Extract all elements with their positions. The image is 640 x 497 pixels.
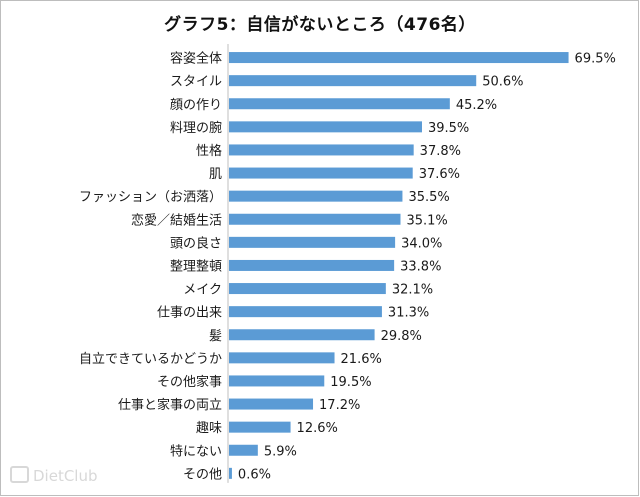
- category-label: 髪: [209, 329, 222, 344]
- bar: [229, 236, 396, 248]
- chart-title: グラフ5：自信がないところ（476名）: [164, 15, 476, 35]
- category-label: 性格: [196, 143, 222, 159]
- bar: [229, 375, 325, 387]
- category-label: 整理整頓: [170, 259, 222, 274]
- category-label: 特にない: [170, 444, 222, 459]
- bar: [229, 213, 401, 225]
- bar: [229, 52, 569, 64]
- bar: [229, 283, 386, 295]
- value-label: 19.5%: [330, 375, 371, 390]
- diet-club-logo-icon: [10, 466, 29, 483]
- value-label: 17.2%: [319, 398, 360, 413]
- value-label: 35.5%: [408, 190, 449, 205]
- category-label: 顔の作り: [170, 98, 222, 113]
- value-label: 69.5%: [575, 52, 616, 67]
- bar: [229, 190, 403, 202]
- category-label: 頭の良さ: [170, 235, 222, 251]
- value-label: 39.5%: [428, 121, 469, 136]
- value-label: 32.1%: [392, 283, 433, 298]
- category-label: 容姿全体: [170, 51, 222, 67]
- bar: [229, 421, 291, 433]
- value-label: 45.2%: [456, 98, 497, 113]
- category-label: ファッション（お洒落）: [79, 190, 222, 205]
- category-label: 仕事の出来: [157, 306, 222, 321]
- bar: [229, 352, 335, 364]
- bar: [229, 144, 414, 156]
- value-label: 21.6%: [341, 352, 382, 367]
- value-label: 35.1%: [406, 213, 447, 228]
- category-label: 自立できているかどうか: [79, 352, 222, 367]
- bar: [229, 98, 450, 110]
- category-label: その他: [183, 467, 222, 482]
- watermark: DietClub: [10, 466, 98, 485]
- category-label: 肌: [209, 167, 222, 182]
- bar: [229, 329, 375, 341]
- bar: [229, 306, 382, 318]
- bar: [229, 444, 258, 456]
- category-label: 趣味: [196, 421, 222, 436]
- value-label: 29.8%: [381, 329, 422, 344]
- value-label: 37.8%: [420, 144, 461, 159]
- bar: [229, 467, 232, 479]
- category-label: その他家事: [157, 374, 222, 390]
- bar: [229, 398, 314, 410]
- category-label: メイク: [183, 283, 222, 298]
- bars-group: 容姿全体 69.5% スタイル 50.6% 顔の作り 45.2% 料理の腕 39.5% 性格 37…: [79, 51, 616, 483]
- value-label: 34.0%: [401, 236, 442, 251]
- bar: [229, 259, 395, 271]
- value-label: 0.6%: [238, 467, 271, 482]
- value-label: 33.8%: [400, 259, 441, 274]
- value-label: 50.6%: [482, 75, 523, 90]
- value-label: 31.3%: [388, 306, 429, 321]
- bar: [229, 75, 477, 87]
- value-label: 37.6%: [419, 167, 460, 182]
- value-label: 5.9%: [264, 444, 297, 459]
- category-label: 仕事と家事の両立: [118, 397, 222, 413]
- bar: [229, 167, 413, 179]
- category-label: 料理の腕: [170, 120, 222, 136]
- value-label: 12.6%: [297, 421, 338, 436]
- watermark-text: DietClub: [33, 467, 98, 485]
- category-label: 恋愛／結婚生活: [131, 212, 222, 228]
- category-label: スタイル: [170, 75, 222, 90]
- bar: [229, 121, 422, 133]
